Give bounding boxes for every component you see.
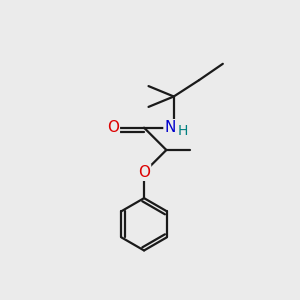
Text: O: O — [138, 165, 150, 180]
Text: O: O — [107, 120, 119, 135]
Text: H: H — [178, 124, 188, 138]
Text: N: N — [164, 120, 176, 135]
